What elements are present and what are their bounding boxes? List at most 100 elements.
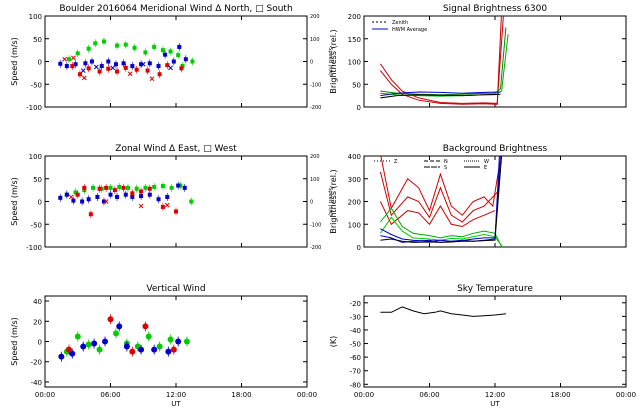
series-line	[380, 156, 501, 242]
y-axis-label: Speed (m/s)	[10, 37, 19, 86]
y2-tick-label: -200	[310, 105, 321, 111]
legend-label: N	[444, 159, 448, 165]
y-tick-label: 40	[33, 298, 42, 306]
x-tick-label: 00:00	[354, 391, 374, 399]
data-point	[93, 64, 99, 70]
data-point	[127, 71, 133, 77]
y-axis-label: Speed (m/s)	[10, 177, 19, 226]
y2-tick-label: -100	[310, 222, 321, 228]
series-line	[380, 156, 500, 216]
chart-title: Vertical Wind	[146, 284, 205, 294]
y-tick-label: -40	[350, 327, 361, 335]
x-tick-label: 06:00	[100, 391, 120, 399]
series-line	[380, 91, 501, 97]
data-point	[138, 203, 144, 209]
data-point	[140, 61, 146, 67]
sky-panel: Sky Temperature -80 -70 -60 -50 -40 -30 -20 (K) 0…	[329, 284, 636, 408]
x-tick-label: 18:00	[231, 391, 251, 399]
y-tick-label: 100	[348, 221, 361, 229]
y2-tick-label: 0	[310, 200, 313, 206]
x-axis-label: UT	[490, 400, 500, 408]
y-tick-label: 100	[29, 153, 42, 161]
y-tick-label: 0	[38, 339, 42, 347]
signal-panel: Signal Brightness 6300 0 50 100 150 200 Bright…	[329, 4, 627, 112]
series-line	[380, 27, 507, 96]
series-line	[379, 216, 504, 247]
y-tick-label: 100	[348, 59, 361, 67]
x-axis-label: UT	[171, 400, 181, 408]
y2-tick-label: 100	[310, 37, 320, 43]
y-tick-label: -20	[350, 300, 361, 308]
y-tick-label: 150	[348, 36, 361, 44]
meridional-panel: Boulder 2016064 Meridional Wind Δ North,…	[10, 4, 333, 112]
y-axis-label: Brightness (rel.)	[329, 29, 338, 93]
chart-title: Boulder 2016064 Meridional Wind Δ North,…	[59, 4, 292, 14]
background-panel: Background Brightness 0 100 200 300 400 Bright…	[329, 144, 627, 252]
plot-frame	[363, 295, 627, 388]
y-axis-label: (K)	[329, 336, 338, 348]
legend-label: E	[484, 165, 487, 171]
series-line	[380, 16, 502, 105]
data-point	[149, 76, 155, 82]
data-point	[164, 202, 170, 208]
y-tick-label: 20	[33, 318, 42, 326]
y-tick-label: -30	[350, 313, 361, 321]
data-point	[81, 75, 87, 81]
series-line	[380, 93, 501, 99]
y2-tick-label: 0	[310, 60, 313, 66]
plot-area	[379, 156, 504, 247]
y-tick-label: 0	[357, 104, 361, 112]
plot-frame	[44, 155, 308, 248]
series-line	[380, 156, 500, 243]
y-tick-label: 300	[348, 176, 361, 184]
legend-label: S	[444, 165, 447, 171]
plot-area	[58, 314, 190, 362]
x-tick-label: 12:00	[485, 391, 505, 399]
chart-title: Signal Brightness 6300	[443, 4, 547, 14]
y2-tick-label: 200	[310, 154, 320, 160]
y2-tick-label: -100	[310, 82, 321, 88]
x-tick-label: 12:00	[166, 391, 186, 399]
x-tick-label: 00:00	[35, 391, 55, 399]
y-axis-label: Speed (m/s)	[10, 317, 19, 366]
y-tick-label: 50	[33, 176, 42, 184]
y-tick-label: -100	[26, 244, 42, 252]
data-point	[71, 55, 76, 61]
y-tick-label: -40	[31, 379, 42, 387]
legend-label: HWM Average	[392, 27, 427, 33]
y-tick-label: 0	[357, 244, 361, 252]
y2-axis-label: Speed (n/s)	[327, 187, 333, 216]
chart-title: Zonal Wind Δ East, □ West	[115, 144, 237, 154]
series-line	[380, 34, 509, 97]
data-point	[168, 65, 173, 71]
chart-title: Sky Temperature	[457, 284, 533, 294]
y2-tick-label: 100	[310, 177, 320, 183]
series-line	[380, 156, 503, 243]
y2-axis-label: Speed (n/s)	[327, 47, 333, 76]
y-tick-label: -80	[350, 381, 361, 389]
data-point	[110, 65, 116, 71]
y-tick-label: -60	[350, 354, 361, 362]
y-tick-label: 200	[348, 199, 361, 207]
plot-area	[380, 306, 506, 317]
y-tick-label: 200	[348, 13, 361, 21]
y-tick-label: 50	[352, 81, 361, 89]
legend-label: W	[484, 159, 489, 165]
y-tick-label: -20	[31, 359, 42, 367]
y-tick-label: 0	[38, 199, 42, 207]
legend-label: Z	[394, 159, 398, 165]
plot-area	[58, 181, 194, 219]
x-tick-label: 00:00	[616, 391, 636, 399]
chart-title: Background Brightness	[443, 144, 548, 154]
series-line	[379, 201, 496, 228]
series-line	[379, 16, 504, 104]
zonal-panel: Zonal Wind Δ East, □ West -100 -50 0 50 100 Sp…	[10, 144, 333, 252]
y-tick-label: 400	[348, 153, 361, 161]
data-point	[68, 194, 74, 200]
x-tick-label: 18:00	[550, 391, 570, 399]
y2-tick-label: 200	[310, 14, 320, 20]
y-tick-label: 0	[38, 59, 42, 67]
x-tick-label: 06:00	[419, 391, 439, 399]
y-tick-label: -50	[31, 81, 42, 89]
